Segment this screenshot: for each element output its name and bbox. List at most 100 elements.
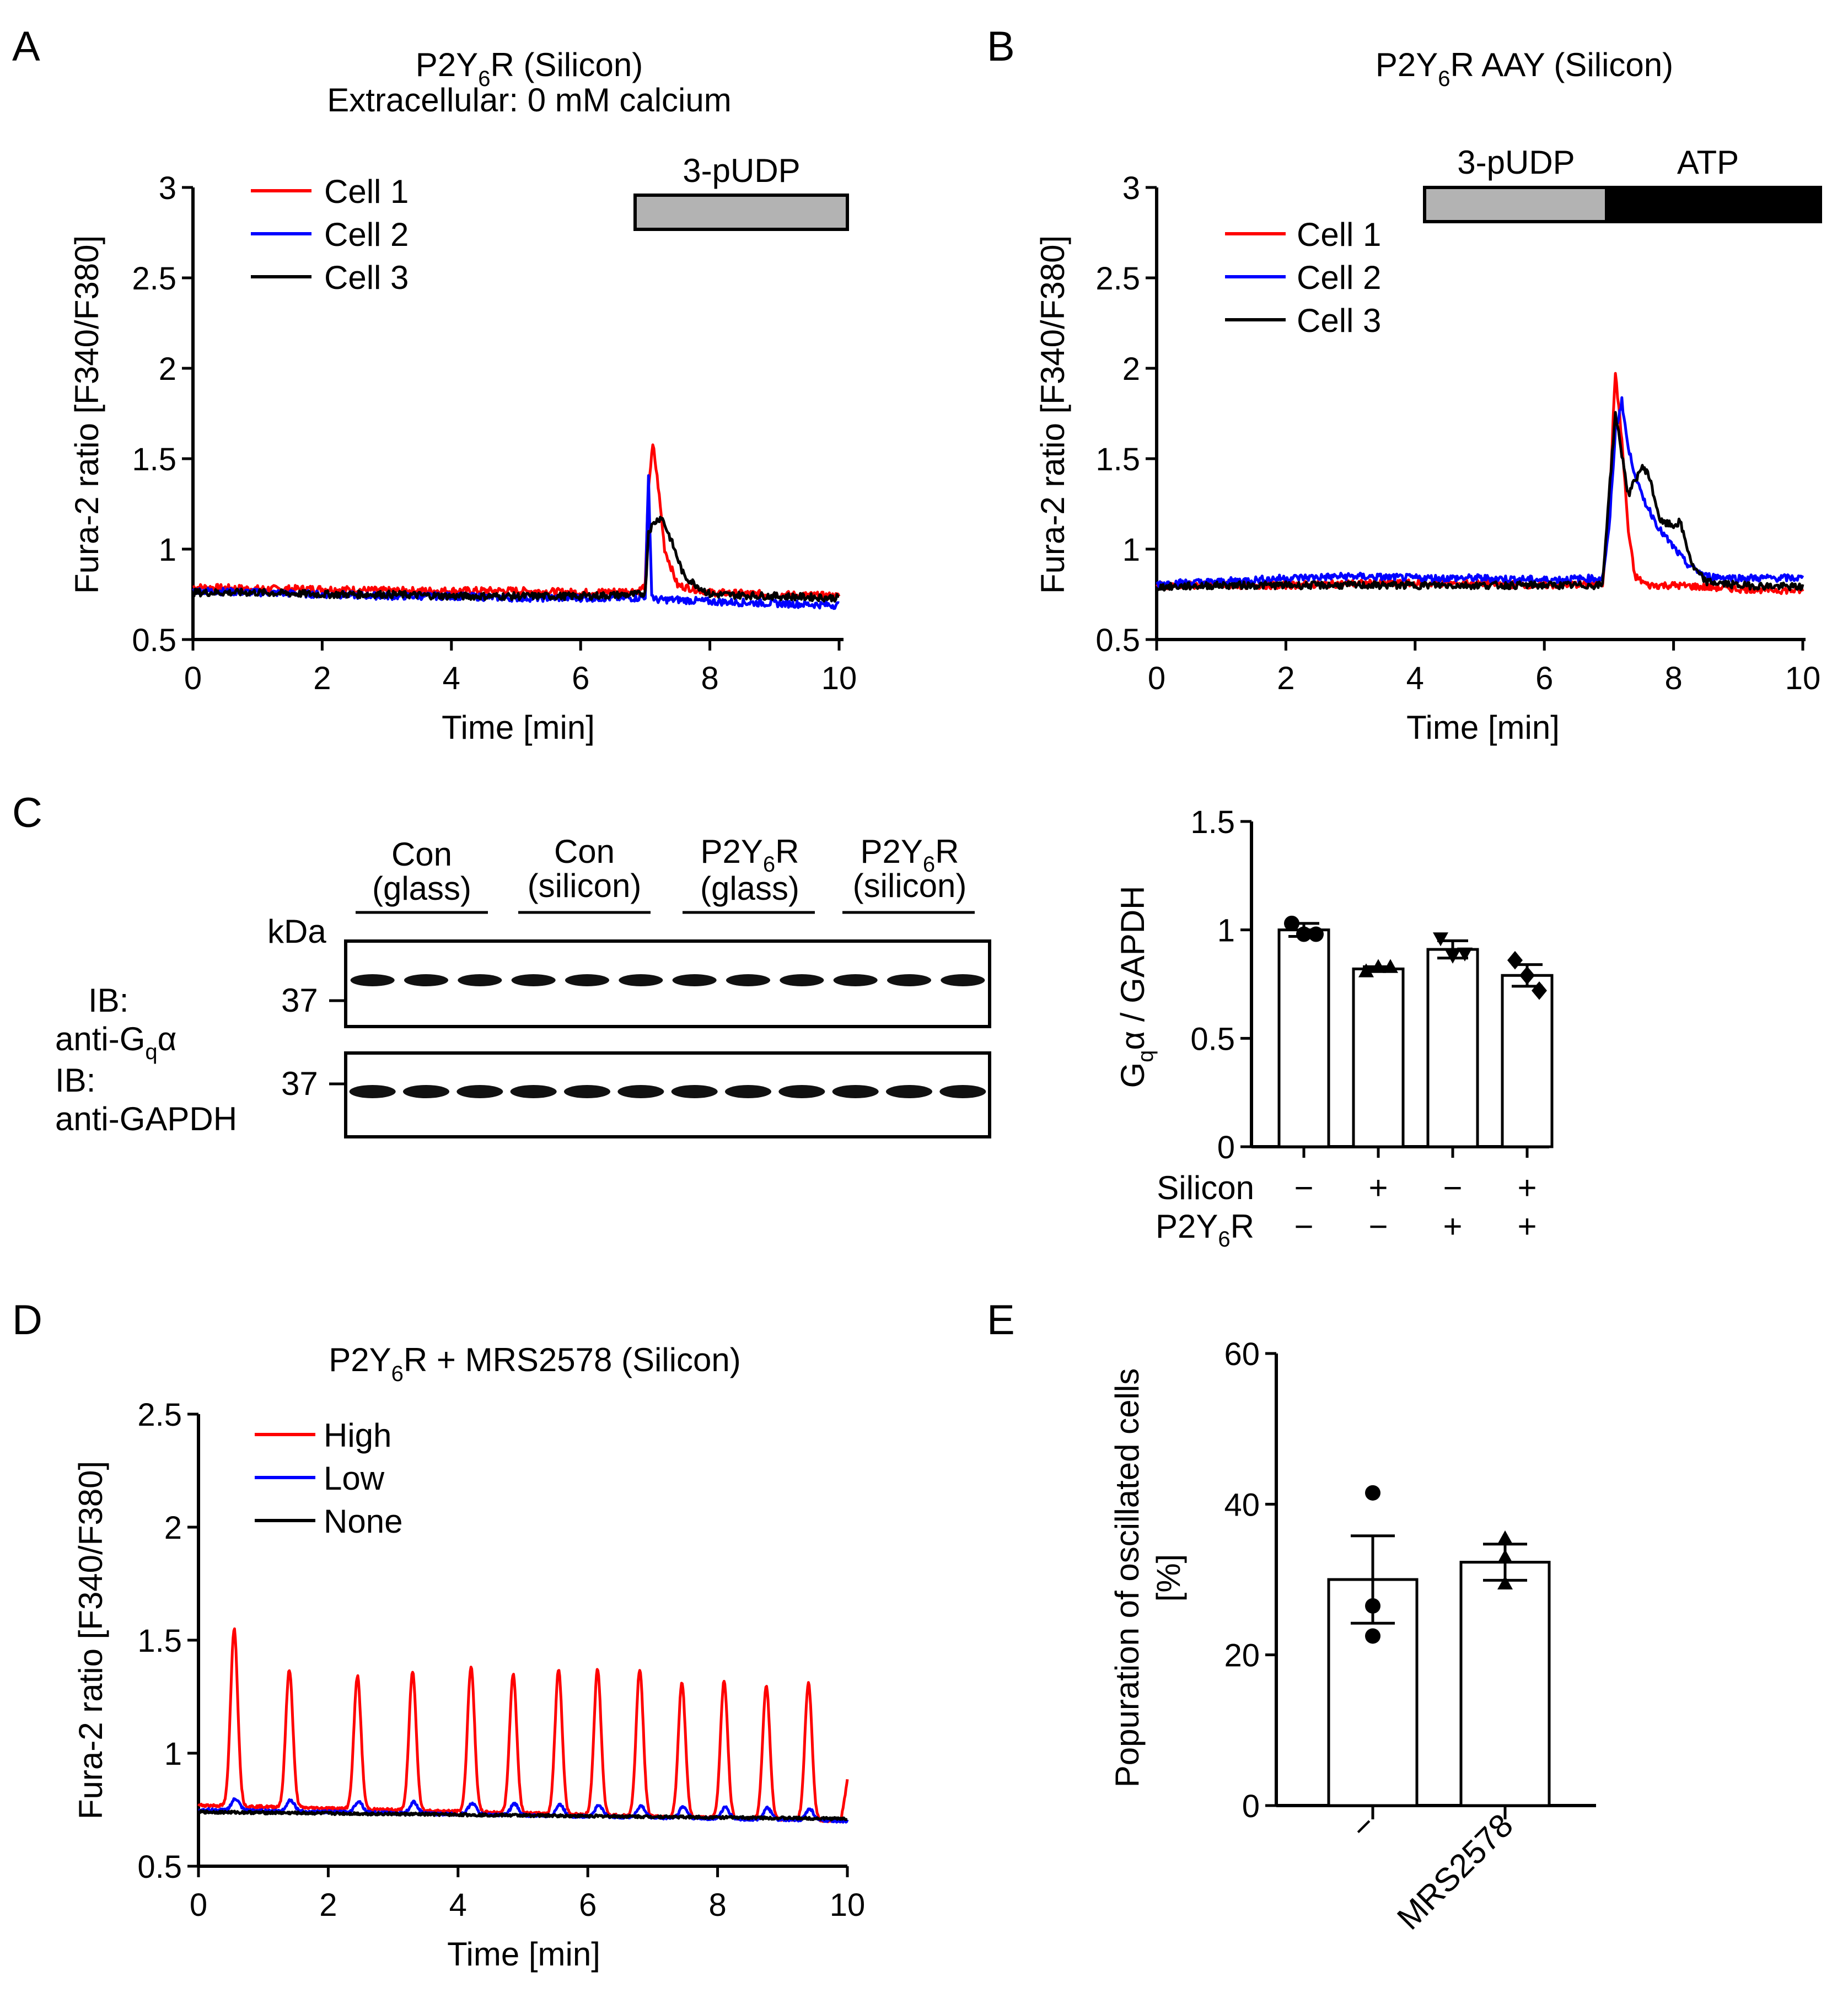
legend-label-a-cell2: Cell 2 <box>324 216 409 253</box>
point-e-1 <box>1365 1485 1380 1501</box>
blot-band-gqa <box>780 974 824 986</box>
panel-b-traces <box>1156 372 1804 595</box>
panel-e-xlabel-mrs2578: MRS2578 <box>1390 1807 1520 1937</box>
trace-b-cell1 <box>1156 372 1804 595</box>
blot-band-gapdh <box>778 1085 825 1098</box>
panel-d-traces <box>197 1627 849 1824</box>
condition-sign: + <box>1517 1169 1537 1206</box>
blot-band-gapdh <box>671 1085 718 1098</box>
panel-d-ylabel: Fura-2 ratio [F340/F380] <box>72 1461 109 1819</box>
panel-a-xtick-label: 2 <box>313 660 331 696</box>
condition-sign: − <box>1294 1169 1313 1206</box>
point-c-1 <box>1284 915 1299 931</box>
panel-d: D P2Y6R + MRS2578 (Silicon) 0.511.522.5 … <box>12 1297 865 1973</box>
panel-e-ytick-label: 60 <box>1224 1336 1260 1372</box>
panel-e-yticks: 0 20 40 60 <box>1224 1336 1276 1824</box>
marker-37-gqa: 37 <box>281 982 318 1019</box>
panel-b-ylabel: Fura-2 ratio [F340/F380] <box>1034 235 1071 594</box>
stim-bar-b-3pudp <box>1423 186 1608 223</box>
condition-sign: + <box>1517 1208 1537 1245</box>
panel-b-legend: Cell 1 Cell 2 Cell 3 <box>1225 216 1381 339</box>
panel-a-xlabel: Time [min] <box>442 709 595 746</box>
panel-d-xtick-label: 4 <box>449 1887 467 1923</box>
blot-gqa-frame <box>344 939 991 1028</box>
trace-b-cell2 <box>1156 396 1804 588</box>
panel-e-bars <box>1327 1485 1551 1807</box>
panel-label-d: D <box>12 1297 42 1344</box>
panel-c-ytick-label: 0.5 <box>1190 1021 1235 1057</box>
panel-c-ylabel: Gqα / GAPDH <box>1114 886 1158 1088</box>
panel-b-ytick-label: 2 <box>1122 351 1140 387</box>
blot-band-gapdh <box>832 1085 879 1098</box>
blot-band-gqa <box>565 974 609 986</box>
blot-band-gqa <box>941 974 985 986</box>
panel-b-ytick-label: 3 <box>1122 170 1140 206</box>
point-c-2 <box>1371 959 1386 973</box>
stim-label-a-3pudp: 3-pUDP <box>683 152 800 189</box>
group-label-p2y6r-silicon-1: P2Y6R <box>860 833 959 877</box>
point-c-2 <box>1358 963 1374 977</box>
panel-a-ylabel: Fura-2 ratio [F340/F380] <box>68 235 105 594</box>
panel-a-ytick-label: 2 <box>159 351 176 387</box>
panel-d-ytick-label: 2.5 <box>137 1397 182 1433</box>
blot-band-gqa <box>404 974 448 986</box>
panel-b-xtick-label: 6 <box>1535 660 1553 696</box>
condition-sign: + <box>1443 1208 1462 1245</box>
group-label-p2y6r-silicon-2: (silicon) <box>853 867 967 904</box>
legend-label-b-cell2: Cell 2 <box>1297 259 1381 296</box>
point-c-4 <box>1519 966 1535 985</box>
panel-label-c: C <box>12 789 42 836</box>
stim-bar-a-3pudp <box>633 194 849 231</box>
panel-b-title: P2Y6R AAY (Silicon) <box>1376 46 1673 91</box>
panel-c-blot: C Con (glass) Con (silicon) P2Y6R (glass… <box>12 789 991 1138</box>
bar-c-4 <box>1501 974 1554 1148</box>
condition-sign: − <box>1443 1169 1462 1206</box>
panel-d-xtick-label: 8 <box>708 1887 726 1923</box>
legend-label-b-cell3: Cell 3 <box>1297 302 1381 339</box>
panel-d-ytick-label: 1 <box>164 1736 182 1772</box>
panel-a: A P2Y6R (Silicon) Extracellular: 0 mM ca… <box>12 23 857 746</box>
probe-label-gqa-2: anti-Gqα <box>55 1020 176 1064</box>
bar-c-1 <box>1277 928 1330 1148</box>
blot-band-gqa <box>458 974 502 986</box>
panel-e-ytick-label: 0 <box>1242 1788 1260 1824</box>
panel-d-xtick-label: 6 <box>579 1887 597 1923</box>
point-c-3 <box>1445 949 1460 964</box>
trace-d-high <box>197 1627 849 1824</box>
panel-d-xtick-label: 0 <box>190 1887 207 1923</box>
trace-a-cell3 <box>192 515 840 603</box>
panel-a-ytick-label: 1.5 <box>132 442 176 477</box>
blot-gapdh-bands <box>349 1085 986 1098</box>
group-label-con-silicon-1: Con <box>554 833 615 870</box>
panel-b-xlabel: Time [min] <box>1406 709 1560 746</box>
point-e-1 <box>1365 1628 1380 1644</box>
panel-b-ytick-label: 1 <box>1122 532 1140 568</box>
panel-label-b: B <box>987 23 1015 70</box>
blot-band-gqa <box>672 974 717 986</box>
panel-a-axes <box>191 187 844 641</box>
blot-band-gqa <box>833 974 878 986</box>
probe-label-gapdh-2: anti-GAPDH <box>55 1100 237 1137</box>
legend-label-d-none: None <box>324 1503 402 1540</box>
panel-a-xtick-label: 10 <box>821 660 857 696</box>
point-c-1 <box>1296 926 1312 942</box>
panel-d-xtick-label: 2 <box>319 1887 337 1923</box>
panel-d-xticks: 0 2 4 6 8 10 <box>190 1866 865 1923</box>
legend-label-a-cell3: Cell 3 <box>324 259 409 296</box>
panel-e-ylabel-line1: Popuration of oscillated cells <box>1109 1368 1146 1787</box>
group-label-con-glass-1: Con <box>391 836 452 873</box>
condition-sign: − <box>1294 1208 1313 1245</box>
stim-bar-b-atp <box>1605 186 1822 223</box>
blot-band-gqa <box>619 974 663 986</box>
panel-d-axes <box>197 1414 847 1868</box>
blot-band-gapdh <box>564 1085 610 1098</box>
panel-c-ytick-label: 0 <box>1217 1130 1235 1165</box>
panel-b-xtick-label: 4 <box>1406 660 1424 696</box>
panel-b-ytick-label: 2.5 <box>1095 261 1140 297</box>
blot-band-gapdh <box>510 1085 557 1098</box>
point-e-2 <box>1497 1575 1513 1590</box>
panel-c-xticks <box>1302 1147 1529 1158</box>
panel-b-xtick-label: 10 <box>1785 660 1821 696</box>
group-label-p2y6r-glass-2: (glass) <box>700 870 799 907</box>
